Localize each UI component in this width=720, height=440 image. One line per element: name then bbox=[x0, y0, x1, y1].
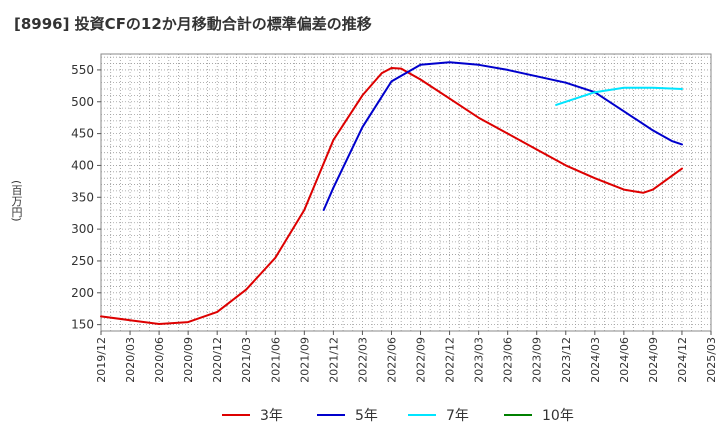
x-tick-label: 2023/12 bbox=[560, 337, 573, 383]
series-line-0 bbox=[100, 67, 683, 325]
legend-item-0: 3年 bbox=[222, 404, 283, 426]
x-tick-label: 2020/09 bbox=[182, 337, 195, 383]
y-tick-label: 250 bbox=[71, 254, 94, 268]
x-tick-label: 2021/12 bbox=[327, 337, 340, 383]
x-tick-label: 2023/09 bbox=[531, 337, 544, 383]
legend: 3年 5年 7年 10年 bbox=[0, 404, 720, 426]
x-tick-label: 2023/06 bbox=[502, 337, 515, 383]
y-tick-label: 450 bbox=[71, 127, 94, 141]
x-tick-label: 2021/06 bbox=[269, 337, 282, 383]
series-line-1 bbox=[322, 61, 683, 211]
y-tick-label: 400 bbox=[71, 158, 94, 172]
y-tick-labels: 150 200 250 300 350 400 450 500 550 bbox=[71, 63, 101, 332]
x-tick-label: 2020/03 bbox=[124, 337, 137, 383]
legend-label: 7年 bbox=[446, 408, 469, 424]
x-tick-label: 2025/03 bbox=[705, 337, 718, 383]
legend-item-3: 10年 bbox=[504, 404, 574, 426]
legend-label: 5年 bbox=[355, 408, 378, 424]
y-tick-label: 350 bbox=[71, 190, 94, 204]
x-tick-label: 2024/03 bbox=[589, 337, 602, 383]
x-tick-label: 2021/09 bbox=[298, 337, 311, 383]
x-tick-label: 2023/03 bbox=[473, 337, 486, 383]
x-tick-label: 2020/12 bbox=[211, 337, 224, 383]
y-tick-label: 550 bbox=[71, 63, 94, 77]
y-tick-label: 300 bbox=[71, 222, 94, 236]
x-tick-label: 2024/12 bbox=[676, 337, 689, 383]
legend-swatch bbox=[317, 414, 345, 416]
y-tick-label: 150 bbox=[71, 318, 94, 332]
series-lines bbox=[100, 61, 683, 325]
legend-swatch bbox=[222, 414, 250, 416]
legend-label: 10年 bbox=[542, 408, 574, 424]
series-line-2 bbox=[555, 86, 683, 106]
x-tick-labels: 2019/12 2020/03 2020/06 2020/09 2020/12 2021/… bbox=[95, 331, 718, 383]
x-tick-label: 2022/03 bbox=[356, 337, 369, 383]
y-axis-label: (百万円) bbox=[10, 180, 23, 222]
y-tick-label: 500 bbox=[71, 95, 94, 109]
x-tick-label: 2024/09 bbox=[647, 337, 660, 383]
legend-swatch bbox=[504, 414, 532, 416]
y-tick-label: 200 bbox=[71, 286, 94, 300]
x-tick-label: 2022/06 bbox=[385, 337, 398, 383]
x-tick-label: 2022/12 bbox=[444, 337, 457, 383]
plot-area bbox=[100, 53, 712, 332]
legend-item-1: 5年 bbox=[317, 404, 378, 426]
x-tick-label: 2021/03 bbox=[240, 337, 253, 383]
legend-item-2: 7年 bbox=[408, 404, 469, 426]
x-tick-label: 2020/06 bbox=[153, 337, 166, 383]
chart-title: [8996] 投資CFの12か月移動合計の標準偏差の推移 bbox=[14, 15, 372, 33]
x-tick-label: 2024/06 bbox=[618, 337, 631, 383]
x-tick-label: 2019/12 bbox=[95, 337, 108, 383]
legend-swatch bbox=[408, 414, 436, 416]
legend-label: 3年 bbox=[260, 408, 283, 424]
x-tick-label: 2022/09 bbox=[415, 337, 428, 383]
